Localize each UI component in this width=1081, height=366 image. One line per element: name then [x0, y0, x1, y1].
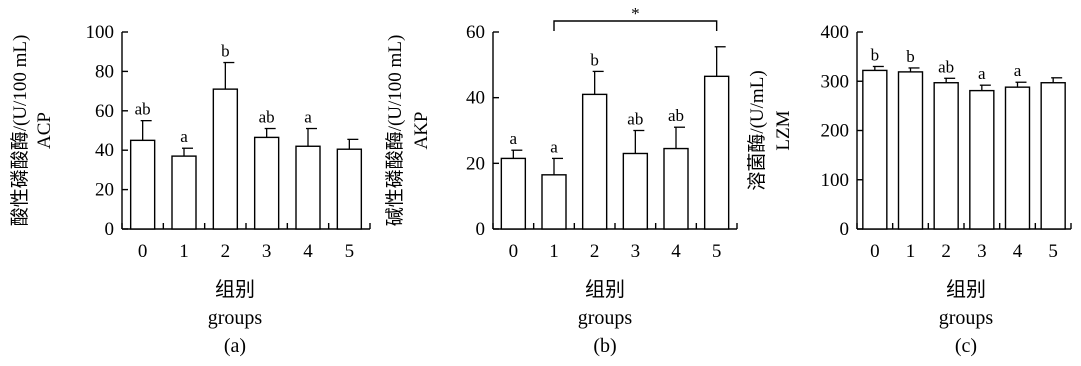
x-axis-label-en: groups	[939, 307, 994, 329]
bar	[663, 147, 689, 230]
significance-bracket	[553, 20, 718, 31]
x-tick-label: 3	[262, 241, 272, 262]
significance-label: ab	[627, 110, 643, 129]
significance-label: b	[590, 50, 599, 69]
x-tick-label: 0	[138, 241, 148, 262]
bar	[336, 148, 363, 230]
x-tick-label: 1	[179, 241, 189, 262]
x-tick-label: 4	[671, 241, 681, 262]
panel-label: (c)	[955, 335, 977, 357]
x-tick-label: 1	[549, 241, 559, 262]
x-tick-label: 5	[712, 241, 722, 262]
significance-label: a	[550, 137, 558, 156]
significance-label: a	[180, 127, 188, 146]
bar	[897, 71, 924, 230]
x-tick-label: 2	[941, 241, 951, 262]
y-tick-label: 20	[95, 180, 114, 201]
y-tick-label: 20	[466, 153, 485, 174]
y-tick-label: 60	[95, 101, 114, 122]
x-tick-label: 5	[345, 241, 355, 262]
x-axis-label-cn: 组别	[215, 278, 255, 301]
y-tick-label: 40	[95, 140, 114, 161]
bar	[500, 157, 527, 230]
x-tick-label: 0	[870, 241, 880, 262]
bar	[129, 139, 156, 230]
x-tick-label: 4	[303, 241, 313, 262]
bar	[171, 155, 197, 230]
y-axis-label-en: AKP	[411, 111, 432, 149]
bar	[933, 82, 959, 230]
panel-label: (a)	[224, 335, 246, 357]
y-axis-label-en: ACP	[34, 112, 55, 149]
y-tick-label: 300	[821, 71, 850, 92]
x-tick-label: 2	[221, 241, 231, 262]
significance-star: *	[631, 4, 640, 23]
significance-label: ab	[938, 57, 954, 76]
y-tick-label: 0	[105, 219, 115, 240]
x-tick-label: 3	[977, 241, 987, 262]
significance-label: ab	[259, 108, 275, 127]
y-tick-label: 100	[821, 170, 850, 191]
y-axis-label-cn: 酸性磷酸酶/(U/100 mL)	[9, 35, 31, 227]
significance-label: a	[304, 108, 312, 127]
y-axis-label-en: LZM	[773, 110, 794, 150]
y-tick-label: 0	[476, 219, 486, 240]
x-axis-label-en: groups	[578, 307, 633, 329]
bar	[1040, 82, 1066, 230]
significance-label: a	[510, 129, 518, 148]
bar	[212, 88, 239, 230]
y-tick-label: 100	[86, 22, 115, 43]
x-tick-label: 5	[1048, 241, 1058, 262]
significance-label: ab	[668, 106, 684, 125]
significance-label: b	[221, 42, 230, 61]
bar	[622, 152, 649, 230]
y-tick-label: 80	[95, 61, 114, 82]
bar	[253, 136, 280, 230]
bar	[295, 145, 321, 230]
x-tick-label: 1	[906, 241, 916, 262]
bar	[1004, 86, 1031, 230]
panel-label: (b)	[593, 335, 616, 357]
bar	[969, 89, 995, 230]
y-axis-label-cn: 溶菌酶/(U/mL)	[746, 70, 768, 190]
significance-label: b	[906, 47, 915, 66]
x-axis-label-cn: 组别	[585, 278, 625, 301]
x-tick-label: 2	[590, 241, 600, 262]
significance-label: a	[1014, 61, 1022, 80]
bar	[541, 174, 567, 230]
significance-label: ab	[135, 100, 151, 119]
significance-label: b	[871, 45, 880, 64]
y-tick-label: 60	[466, 22, 485, 43]
y-axis-label-cn: 碱性磷酸酶/(U/100 mL)	[384, 35, 406, 227]
chart-panel-3: 0 100 200 300 400 0 1 2 3 4 5 b b ab a a 溶菌酶/(U/mL) LZM 组别…	[746, 22, 1072, 357]
x-axis-label-cn: 组别	[946, 278, 986, 301]
x-tick-label: 4	[1013, 241, 1023, 262]
y-tick-label: 200	[821, 121, 850, 142]
bar	[703, 75, 730, 230]
x-axis-label-en: groups	[208, 307, 263, 329]
y-tick-label: 400	[821, 22, 850, 43]
y-tick-label: 0	[840, 219, 850, 240]
bar	[862, 69, 888, 230]
x-tick-label: 3	[631, 241, 641, 262]
y-tick-label: 40	[466, 88, 485, 109]
x-tick-label: 0	[509, 241, 519, 262]
bar	[581, 93, 608, 230]
significance-label: a	[978, 64, 986, 83]
